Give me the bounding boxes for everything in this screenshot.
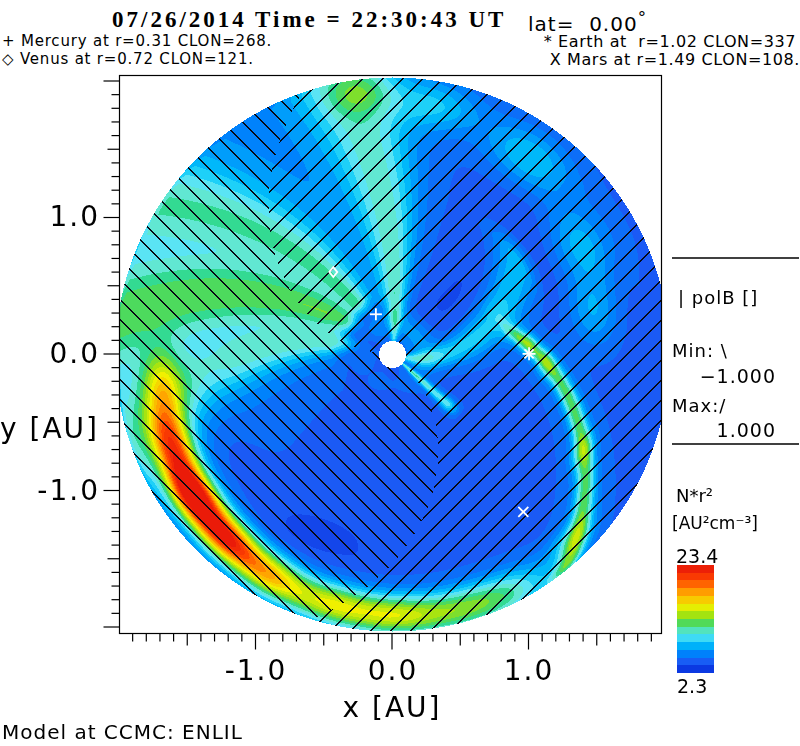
- polb-max-label: Max:/: [672, 395, 726, 416]
- polb-min-label: Min: \: [672, 340, 728, 361]
- colorbar: [677, 565, 714, 673]
- y-tick-1: 1.0: [0, 200, 100, 233]
- polb-min-value: −1.000: [672, 365, 776, 387]
- x-axis-label: x [AU]: [330, 691, 454, 724]
- polb-max-value: 1.000: [672, 419, 776, 441]
- colorbar-quantity-label: N*r²: [676, 485, 713, 506]
- y-tick-0: 0.0: [0, 337, 100, 370]
- mercury-marker: [370, 308, 382, 320]
- venus-marker: [329, 267, 337, 277]
- model-footer: Model at CCMC: ENLIL: [2, 720, 243, 744]
- colorbar-min-value: 2.3: [677, 675, 707, 697]
- colorbar-units-label: [AU²cm⁻³]: [672, 513, 758, 533]
- colorbar-max-value: 23.4: [676, 545, 718, 567]
- y-axis-label: y [AU]: [0, 412, 99, 445]
- y-tick-neg1: -1.0: [0, 474, 100, 507]
- x-tick-0: 0.0: [323, 654, 463, 687]
- polb-legend-title: | polB []: [678, 287, 758, 308]
- earth-marker: [523, 347, 536, 360]
- x-tick-neg1: -1.0: [186, 654, 326, 687]
- mars-marker: [518, 507, 528, 517]
- x-tick-1: 1.0: [459, 654, 599, 687]
